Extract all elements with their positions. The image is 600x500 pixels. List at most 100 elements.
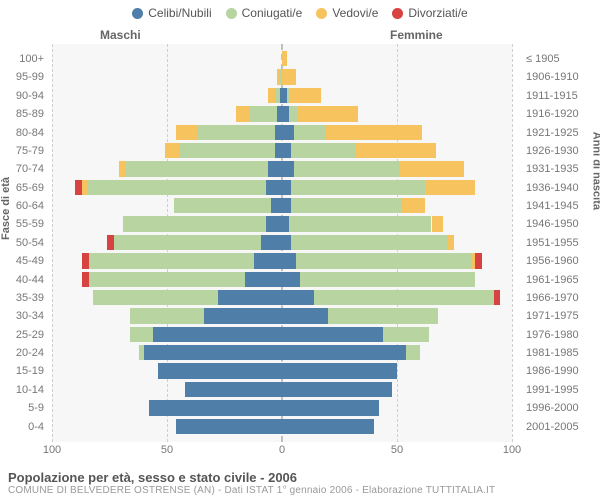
y-label-birth: 1956-1960 bbox=[522, 252, 600, 270]
bar-segment-female bbox=[300, 272, 475, 287]
bar-segment-male bbox=[261, 235, 282, 250]
age-row bbox=[52, 344, 512, 362]
legend-item: Coniugati/e bbox=[226, 6, 303, 20]
age-row bbox=[52, 179, 512, 197]
legend-label: Coniugati/e bbox=[242, 6, 303, 20]
age-row bbox=[52, 399, 512, 417]
bar-segment-female bbox=[291, 235, 447, 250]
x-tick: 100 bbox=[503, 444, 521, 456]
y-label-age: 10-14 bbox=[0, 381, 48, 399]
bar-segment-female bbox=[282, 125, 294, 140]
age-row bbox=[52, 142, 512, 160]
y-label-birth: 1916-1920 bbox=[522, 105, 600, 123]
y-label-birth: 1961-1965 bbox=[522, 271, 600, 289]
bar-segment-male bbox=[277, 69, 279, 84]
bar-segment-female bbox=[282, 51, 287, 66]
age-row bbox=[52, 215, 512, 233]
x-tick: 100 bbox=[43, 444, 61, 456]
bar-segment-female bbox=[282, 198, 291, 213]
x-axis: 10050050100 bbox=[52, 444, 512, 460]
y-label-birth: 1971-1975 bbox=[522, 307, 600, 325]
bar-segment-male bbox=[82, 253, 89, 268]
y-label-birth: 1911-1915 bbox=[522, 87, 600, 105]
bar-segment-female bbox=[402, 198, 425, 213]
plot-area bbox=[52, 44, 512, 442]
y-label-age: 15-19 bbox=[0, 362, 48, 380]
bar-segment-male bbox=[93, 290, 217, 305]
bar-segment-male bbox=[268, 88, 275, 103]
y-label-birth: 1946-1950 bbox=[522, 215, 600, 233]
legend-label: Vedovi/e bbox=[332, 6, 378, 20]
population-pyramid-chart: Celibi/Nubili Coniugati/e Vedovi/e Divorzia… bbox=[0, 0, 600, 500]
bar-segment-female bbox=[291, 180, 424, 195]
chart-title: Popolazione per età, sesso e stato civil… bbox=[8, 470, 592, 485]
bar-segment-female bbox=[399, 161, 463, 176]
age-row bbox=[52, 381, 512, 399]
x-tick: 50 bbox=[161, 444, 173, 456]
legend-item: Celibi/Nubili bbox=[132, 6, 211, 20]
bar-segment-male bbox=[245, 272, 282, 287]
bar-segment-male bbox=[250, 106, 278, 121]
bar-segment-male bbox=[179, 143, 276, 158]
bar-segment-male bbox=[268, 161, 282, 176]
y-label-age: 95-99 bbox=[0, 68, 48, 86]
age-row bbox=[52, 87, 512, 105]
bar-segment-female bbox=[282, 106, 289, 121]
y-label-birth: 1921-1925 bbox=[522, 124, 600, 142]
bar-segment-male bbox=[218, 290, 282, 305]
bar-segment-male bbox=[271, 198, 283, 213]
legend-swatch bbox=[226, 8, 237, 19]
legend-swatch bbox=[316, 8, 327, 19]
bar-segment-female bbox=[406, 345, 420, 360]
bar-segment-male bbox=[185, 382, 282, 397]
y-label-age: 100+ bbox=[0, 50, 48, 68]
bar-segment-female bbox=[289, 216, 432, 231]
bar-segment-male bbox=[254, 253, 282, 268]
age-row bbox=[52, 289, 512, 307]
bar-segment-female bbox=[282, 308, 328, 323]
bar-segment-male bbox=[266, 180, 282, 195]
chart-subtitle: COMUNE DI BELVEDERE OSTRENSE (AN) - Dati… bbox=[8, 485, 592, 496]
bar-segment-male bbox=[176, 419, 282, 434]
bar-segment-female bbox=[291, 198, 401, 213]
y-label-age: 40-44 bbox=[0, 271, 48, 289]
bar-segment-female bbox=[282, 216, 289, 231]
age-row bbox=[52, 124, 512, 142]
y-label-age: 90-94 bbox=[0, 87, 48, 105]
age-row bbox=[52, 197, 512, 215]
y-label-age: 45-49 bbox=[0, 252, 48, 270]
y-label-birth: 1986-1990 bbox=[522, 362, 600, 380]
legend: Celibi/Nubili Coniugati/e Vedovi/e Divorzia… bbox=[0, 0, 600, 20]
y-label-birth: ≤ 1905 bbox=[522, 50, 600, 68]
bar-segment-female bbox=[289, 88, 321, 103]
bar-segment-female bbox=[282, 290, 314, 305]
y-label-age: 60-64 bbox=[0, 197, 48, 215]
y-label-age: 55-59 bbox=[0, 215, 48, 233]
bar-segment-female bbox=[383, 327, 429, 342]
y-label-age: 50-54 bbox=[0, 234, 48, 252]
legend-label: Divorziati/e bbox=[408, 6, 467, 20]
bar-segment-female bbox=[356, 143, 437, 158]
legend-item: Divorziati/e bbox=[392, 6, 467, 20]
x-tick: 0 bbox=[279, 444, 285, 456]
bar-segment-female bbox=[282, 419, 374, 434]
bar-segment-female bbox=[328, 308, 438, 323]
bar-segment-male bbox=[153, 327, 282, 342]
y-label-age: 70-74 bbox=[0, 160, 48, 178]
bar-segment-male bbox=[275, 125, 282, 140]
y-label-age: 80-84 bbox=[0, 124, 48, 142]
bar-segment-male bbox=[197, 125, 275, 140]
bar-segment-male bbox=[266, 216, 282, 231]
bar-segment-female bbox=[296, 253, 471, 268]
age-row bbox=[52, 362, 512, 380]
y-label-age: 20-24 bbox=[0, 344, 48, 362]
y-label-age: 30-34 bbox=[0, 307, 48, 325]
age-row bbox=[52, 252, 512, 270]
bar-segment-female bbox=[282, 161, 294, 176]
bar-segment-female bbox=[282, 253, 296, 268]
bar-segment-female bbox=[291, 143, 355, 158]
age-row bbox=[52, 50, 512, 68]
bar-segment-male bbox=[114, 235, 261, 250]
bar-segment-female bbox=[289, 106, 298, 121]
bar-segment-female bbox=[425, 180, 476, 195]
